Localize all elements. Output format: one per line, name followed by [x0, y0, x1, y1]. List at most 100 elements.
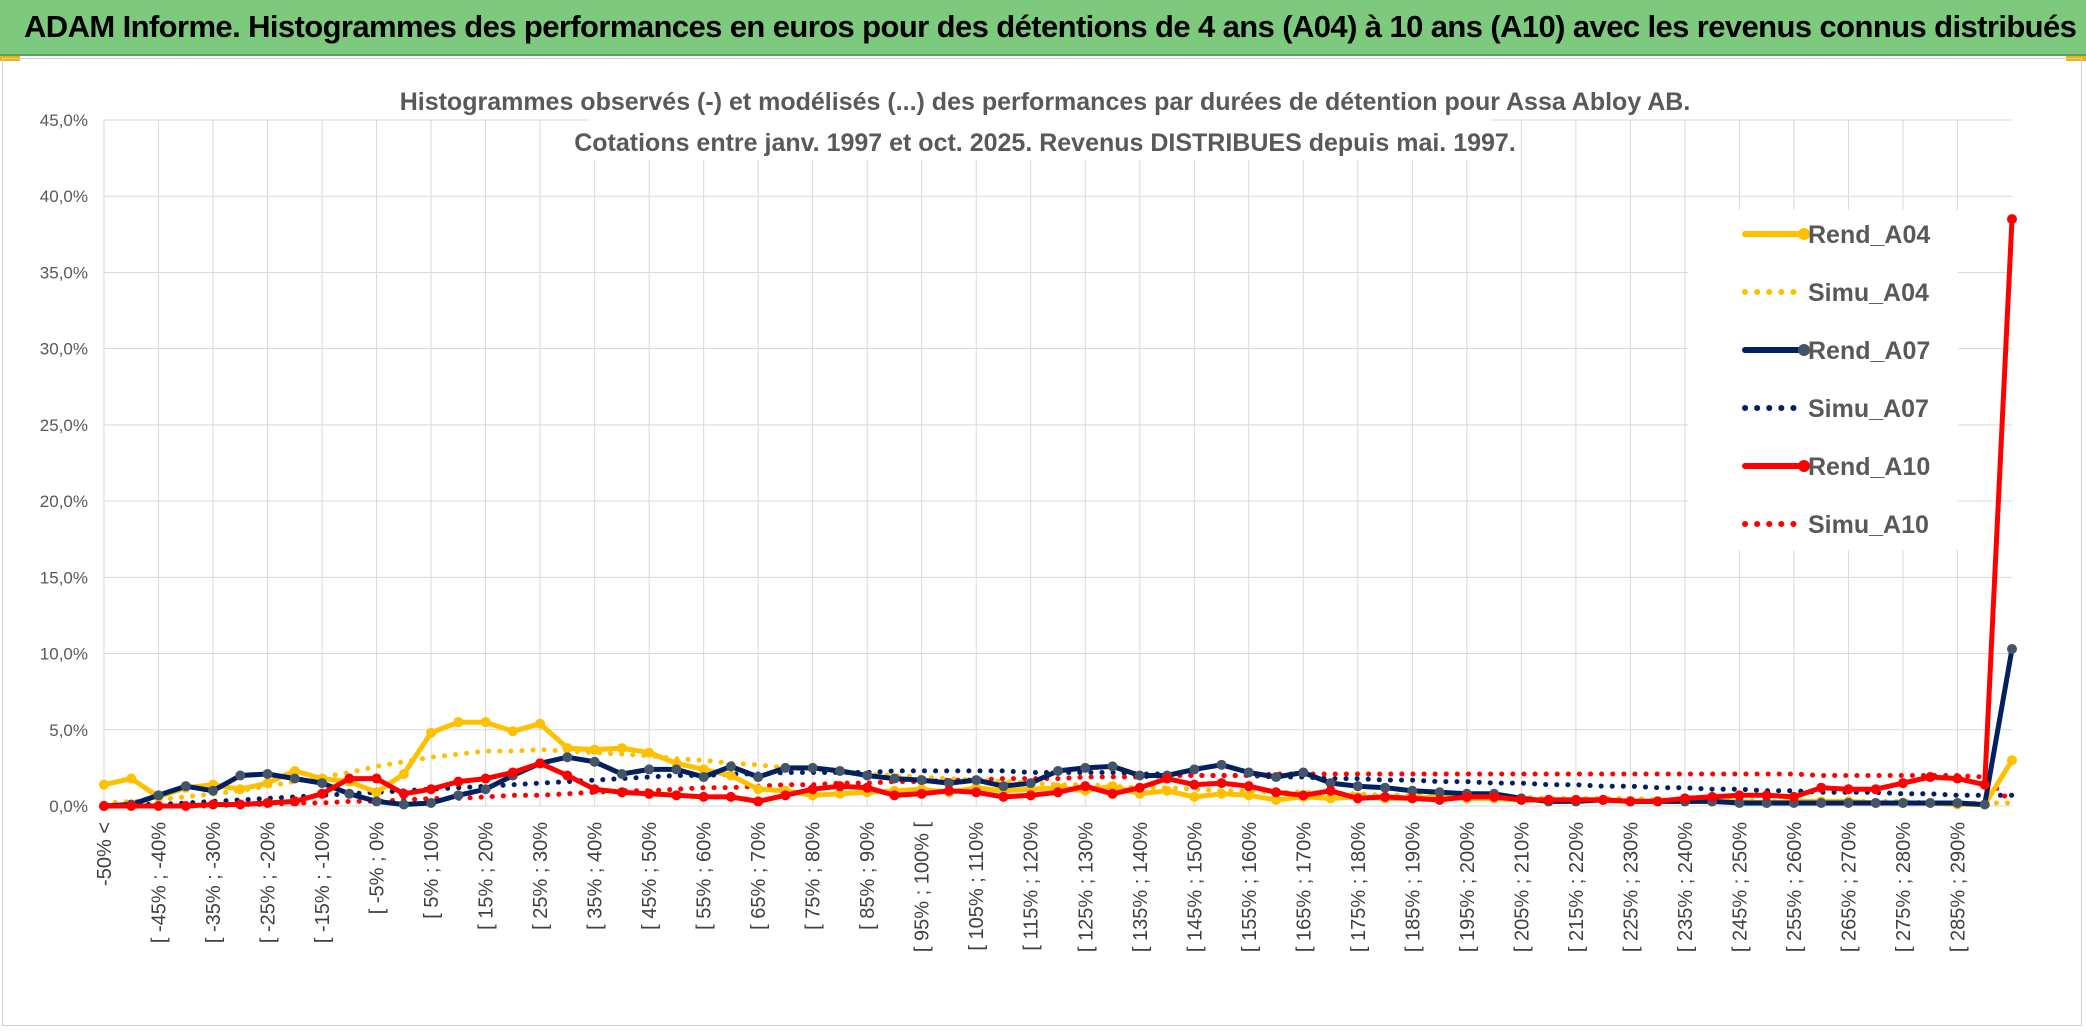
data-point-rend_a07 — [1134, 770, 1145, 781]
report-banner: ADAM Informe. Histogrammes des performan… — [0, 0, 2086, 56]
data-point-rend_a07 — [1952, 797, 1963, 808]
data-point-rend_a07 — [1352, 781, 1363, 792]
data-point-rend_a10 — [1134, 782, 1145, 793]
data-point-rend_a04 — [99, 779, 109, 790]
data-point-rend_a10 — [1761, 790, 1772, 801]
data-point-rend_a10 — [753, 796, 764, 807]
y-tick-label: 30,0% — [40, 340, 88, 359]
data-point-rend_a07 — [589, 756, 600, 767]
data-point-rend_a07 — [235, 770, 246, 781]
data-point-rend_a10 — [1707, 791, 1718, 802]
y-tick-label: 5,0% — [49, 721, 88, 740]
data-point-rend_a04 — [1243, 790, 1254, 801]
x-tick-label: [ 195% ; 200% — [1457, 822, 1479, 952]
legend-label-rend_a10: Rend_A10 — [1808, 453, 1930, 481]
data-point-rend_a07 — [1380, 782, 1391, 793]
data-point-rend_a04 — [562, 743, 573, 754]
data-point-rend_a10 — [1543, 794, 1554, 805]
data-point-rend_a10 — [1189, 779, 1200, 790]
data-point-rend_a07 — [862, 770, 873, 781]
data-point-rend_a10 — [725, 791, 736, 802]
data-point-rend_a07 — [971, 775, 982, 786]
x-tick-label: [ 135% ; 140% — [1130, 822, 1152, 952]
data-point-rend_a07 — [1107, 761, 1118, 772]
data-point-rend_a10 — [834, 781, 845, 792]
data-point-rend_a10 — [780, 790, 791, 801]
x-tick-label: [ 35% ; 40% — [585, 822, 607, 930]
data-point-rend_a07 — [807, 762, 818, 773]
x-tick-label: [ -5% ; 0% — [367, 822, 389, 914]
data-point-rend_a07 — [562, 752, 573, 763]
data-point-rend_a07 — [1761, 797, 1772, 808]
x-tick-label: [ 85% ; 90% — [857, 822, 879, 930]
x-tick-label: -50% < — [94, 822, 116, 886]
series-line-simu_a10 — [101, 771, 2015, 809]
data-point-rend_a07 — [1298, 767, 1309, 778]
data-point-rend_a07 — [1216, 759, 1227, 770]
data-point-rend_a07 — [1434, 787, 1445, 798]
data-point-rend_a10 — [2007, 214, 2017, 225]
data-point-rend_a10 — [644, 788, 655, 799]
x-tick-label: [ 275% ; 280% — [1893, 822, 1915, 952]
data-point-rend_a07 — [916, 775, 927, 786]
data-point-rend_a10 — [862, 782, 873, 793]
x-tick-label: [ 165% ; 170% — [1293, 822, 1315, 952]
data-point-rend_a10 — [480, 773, 491, 784]
data-point-rend_a04 — [1216, 788, 1227, 799]
data-point-rend_a10 — [153, 801, 164, 811]
y-tick-label: 0,0% — [49, 797, 88, 816]
data-point-rend_a10 — [1080, 781, 1091, 792]
data-point-rend_a10 — [998, 791, 1009, 802]
legend-label-simu_a10: Simu_A10 — [1808, 511, 1929, 539]
x-tick-label: [ 95% ; 100% [ — [912, 822, 934, 953]
data-point-rend_a10 — [1652, 796, 1663, 807]
data-point-rend_a07 — [1243, 767, 1254, 778]
x-tick-label: [ 155% ; 160% — [1239, 822, 1261, 952]
x-tick-label: [ 45% ; 50% — [639, 822, 661, 930]
data-point-rend_a07 — [1979, 799, 1990, 810]
x-tick-label: [ 235% ; 240% — [1675, 822, 1697, 952]
data-point-rend_a04 — [535, 718, 546, 729]
x-tick-label: [ -35% ; -30% — [203, 822, 225, 943]
data-point-rend_a07 — [2007, 643, 2017, 654]
data-point-rend_a04 — [698, 764, 709, 775]
data-point-rend_a10 — [507, 767, 518, 778]
data-point-rend_a10 — [1243, 781, 1254, 792]
data-point-rend_a10 — [262, 797, 273, 808]
legend-marker-rend_a07 — [1798, 344, 1810, 356]
data-point-rend_a04 — [2007, 755, 2017, 766]
data-point-rend_a07 — [1325, 778, 1336, 789]
x-tick-label: [ 125% ; 130% — [1075, 822, 1097, 952]
data-point-rend_a07 — [262, 768, 273, 779]
data-point-rend_a04 — [616, 743, 627, 754]
data-point-rend_a04 — [371, 787, 382, 798]
data-point-rend_a10 — [971, 787, 982, 798]
data-point-rend_a10 — [1461, 791, 1472, 802]
x-tick-label: [ 105% ; 110% — [966, 822, 988, 951]
legend-label-simu_a07: Simu_A07 — [1808, 395, 1929, 423]
data-point-rend_a10 — [1679, 793, 1690, 804]
data-point-rend_a07 — [453, 790, 464, 801]
data-point-rend_a04 — [725, 770, 736, 781]
chart-frame — [2, 58, 2082, 1026]
y-tick-label: 40,0% — [40, 187, 88, 206]
data-point-rend_a07 — [1843, 797, 1854, 808]
data-point-rend_a07 — [780, 762, 791, 773]
data-point-rend_a04 — [1189, 791, 1200, 802]
data-point-rend_a07 — [480, 784, 491, 795]
data-point-rend_a07 — [1189, 764, 1200, 775]
data-point-rend_a10 — [943, 785, 954, 796]
chart-title: Histogrammes observés (-) et modélisés (… — [400, 88, 1691, 116]
data-point-rend_a07 — [180, 781, 191, 792]
data-point-rend_a04 — [453, 717, 464, 728]
data-point-rend_a07 — [153, 790, 164, 801]
data-point-rend_a10 — [1352, 793, 1363, 804]
data-point-rend_a10 — [371, 773, 382, 784]
data-point-rend_a04 — [834, 788, 845, 799]
data-point-rend_a07 — [725, 761, 736, 772]
data-point-rend_a10 — [1489, 791, 1500, 802]
x-tick-label: [ 285% ; 290% — [1947, 822, 1969, 952]
data-point-rend_a10 — [889, 790, 900, 801]
data-point-rend_a10 — [1570, 794, 1581, 805]
data-point-rend_a10 — [1407, 793, 1418, 804]
